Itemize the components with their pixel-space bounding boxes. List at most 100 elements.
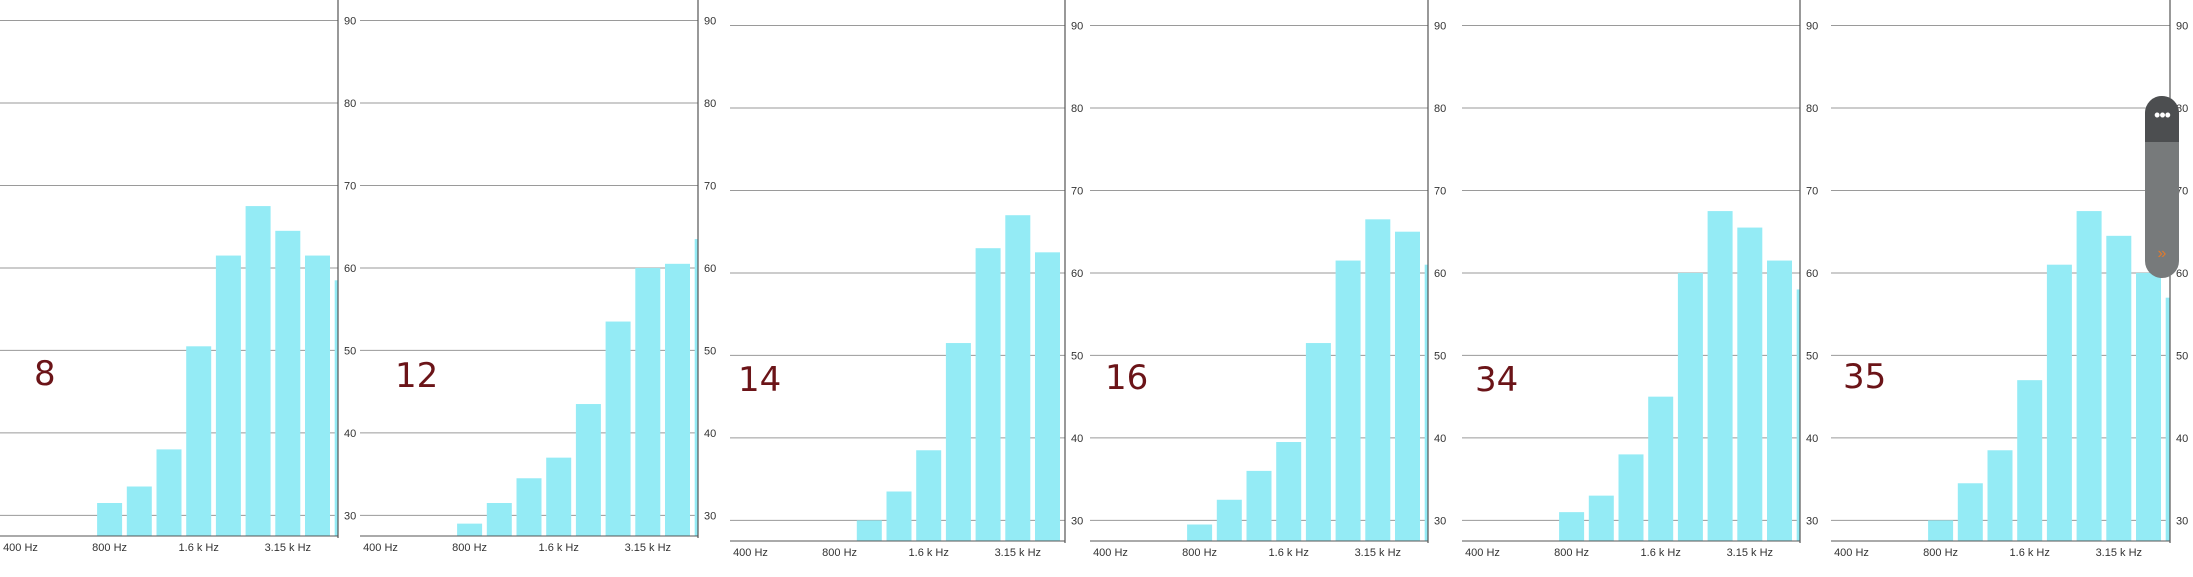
bar	[1648, 396, 1674, 541]
x-tick-label: 800 Hz	[1923, 547, 1958, 559]
y-tick-label: 70	[1071, 185, 1083, 197]
bar	[1064, 289, 1065, 541]
floating-toolbar[interactable]: ••• »	[2145, 96, 2179, 278]
y-tick-label: 90	[2176, 20, 2188, 32]
x-tick-label: 1.6 k Hz	[1269, 547, 1309, 559]
bar	[1796, 289, 1800, 541]
bar	[635, 267, 661, 536]
x-tick-label: 1.6 k Hz	[179, 542, 219, 554]
bar	[1216, 499, 1242, 541]
y-tick-label: 30	[344, 510, 356, 522]
x-tick-label: 800 Hz	[822, 547, 857, 559]
x-tick-label: 800 Hz	[1182, 547, 1217, 559]
bar	[1005, 215, 1031, 542]
chart-panel: 30 40 50 60 70 80 90 400 Hz 800 Hz 1.6 k Hz 3.15 k…	[1462, 0, 1818, 559]
bar	[334, 280, 338, 536]
x-tick-label: 400 Hz	[1834, 547, 1869, 559]
bar	[2136, 272, 2161, 541]
panel-number-label: 35	[1843, 357, 1886, 397]
bar	[975, 248, 1001, 542]
y-tick-label: 30	[1071, 515, 1083, 527]
panel-number-label: 12	[395, 356, 438, 396]
bar	[1035, 252, 1060, 542]
y-tick-label: 60	[344, 263, 356, 275]
bar	[186, 346, 212, 536]
y-tick-label: 80	[1806, 103, 1818, 115]
y-tick-label: 40	[344, 428, 356, 440]
bar	[1276, 442, 1302, 541]
chart-panel: 30 40 50 60 70 80 90 400 Hz 800 Hz 1.6 k Hz 3.15 k…	[1831, 0, 2188, 559]
bar	[665, 263, 690, 536]
x-tick-label: 400 Hz	[733, 547, 768, 559]
bar	[546, 457, 572, 536]
bar	[1187, 524, 1213, 541]
y-tick-label: 30	[1434, 515, 1446, 527]
x-tick-label: 3.15 k Hz	[1727, 547, 1773, 559]
x-tick-label: 3.15 k Hz	[625, 542, 671, 554]
bar	[575, 404, 601, 536]
bar	[97, 503, 123, 536]
x-tick-label: 400 Hz	[363, 542, 398, 554]
y-tick-label: 50	[1434, 350, 1446, 362]
chart-panel: 30 40 50 60 70 80 90 400 Hz 800 Hz 1.6 k Hz 3.15 k…	[360, 0, 716, 554]
bar	[486, 503, 512, 536]
bar	[1707, 211, 1733, 541]
panel-number-label: 8	[34, 354, 56, 394]
bar	[305, 255, 330, 536]
x-tick-label: 3.15 k Hz	[2096, 547, 2142, 559]
bar	[1305, 343, 1331, 541]
more-horizontal-icon[interactable]: •••	[2154, 105, 2171, 125]
y-tick-label: 40	[1434, 433, 1446, 445]
y-tick-label: 30	[704, 510, 716, 522]
y-tick-label: 90	[1434, 20, 1446, 32]
y-tick-label: 90	[704, 15, 716, 27]
y-tick-label: 60	[1806, 268, 1818, 280]
bar	[886, 491, 912, 541]
bar	[1737, 227, 1763, 541]
x-tick-label: 3.15 k Hz	[265, 542, 311, 554]
y-tick-label: 80	[2176, 103, 2188, 115]
bar	[516, 478, 542, 536]
y-tick-label: 40	[2176, 433, 2188, 445]
bar	[2106, 235, 2132, 541]
y-tick-label: 50	[1806, 350, 1818, 362]
y-tick-label: 40	[1806, 433, 1818, 445]
y-tick-label: 60	[704, 263, 716, 275]
y-tick-label: 60	[1071, 268, 1083, 280]
panel-number-label: 14	[738, 360, 781, 400]
chart-panel: 30 40 50 60 70 80 90 400 Hz 800 Hz 1.6 k Hz 3.15 k…	[730, 0, 1083, 559]
x-tick-label: 400 Hz	[1093, 547, 1128, 559]
bar	[1987, 450, 2013, 541]
chart-panel: 30 40 50 60 70 80 90 400 Hz 800 Hz 1.6 k Hz 3.15 k…	[1090, 0, 1446, 559]
bar	[1335, 260, 1361, 541]
bar	[1559, 512, 1585, 541]
floating-toolbar-menu[interactable]: •••	[2145, 96, 2179, 142]
y-tick-label: 70	[704, 180, 716, 192]
panel-number-label: 34	[1475, 360, 1518, 400]
y-tick-label: 70	[1434, 185, 1446, 197]
y-tick-label: 60	[1434, 268, 1446, 280]
bar	[2165, 297, 2170, 541]
x-tick-label: 1.6 k Hz	[539, 542, 579, 554]
bar	[2046, 264, 2072, 541]
y-tick-label: 80	[1071, 103, 1083, 115]
bar	[605, 321, 631, 536]
x-tick-label: 3.15 k Hz	[995, 547, 1041, 559]
chart-panel: 30 40 50 60 70 80 90 400 Hz 800 Hz 1.6 k Hz 3.15 k…	[0, 0, 356, 554]
y-tick-label: 70	[1806, 185, 1818, 197]
y-tick-label: 80	[1434, 103, 1446, 115]
y-tick-label: 70	[2176, 185, 2188, 197]
bar	[2076, 211, 2102, 541]
y-tick-label: 90	[1071, 20, 1083, 32]
chevron-right-icon[interactable]: »	[2157, 245, 2167, 262]
y-tick-label: 30	[2176, 515, 2188, 527]
y-tick-label: 40	[1071, 433, 1083, 445]
panel-number-label: 16	[1105, 358, 1148, 398]
y-tick-label: 90	[1806, 20, 1818, 32]
bar	[457, 523, 483, 536]
bar	[1767, 260, 1792, 541]
y-tick-label: 90	[344, 15, 356, 27]
bar	[1365, 219, 1391, 542]
y-tick-label: 50	[2176, 350, 2188, 362]
